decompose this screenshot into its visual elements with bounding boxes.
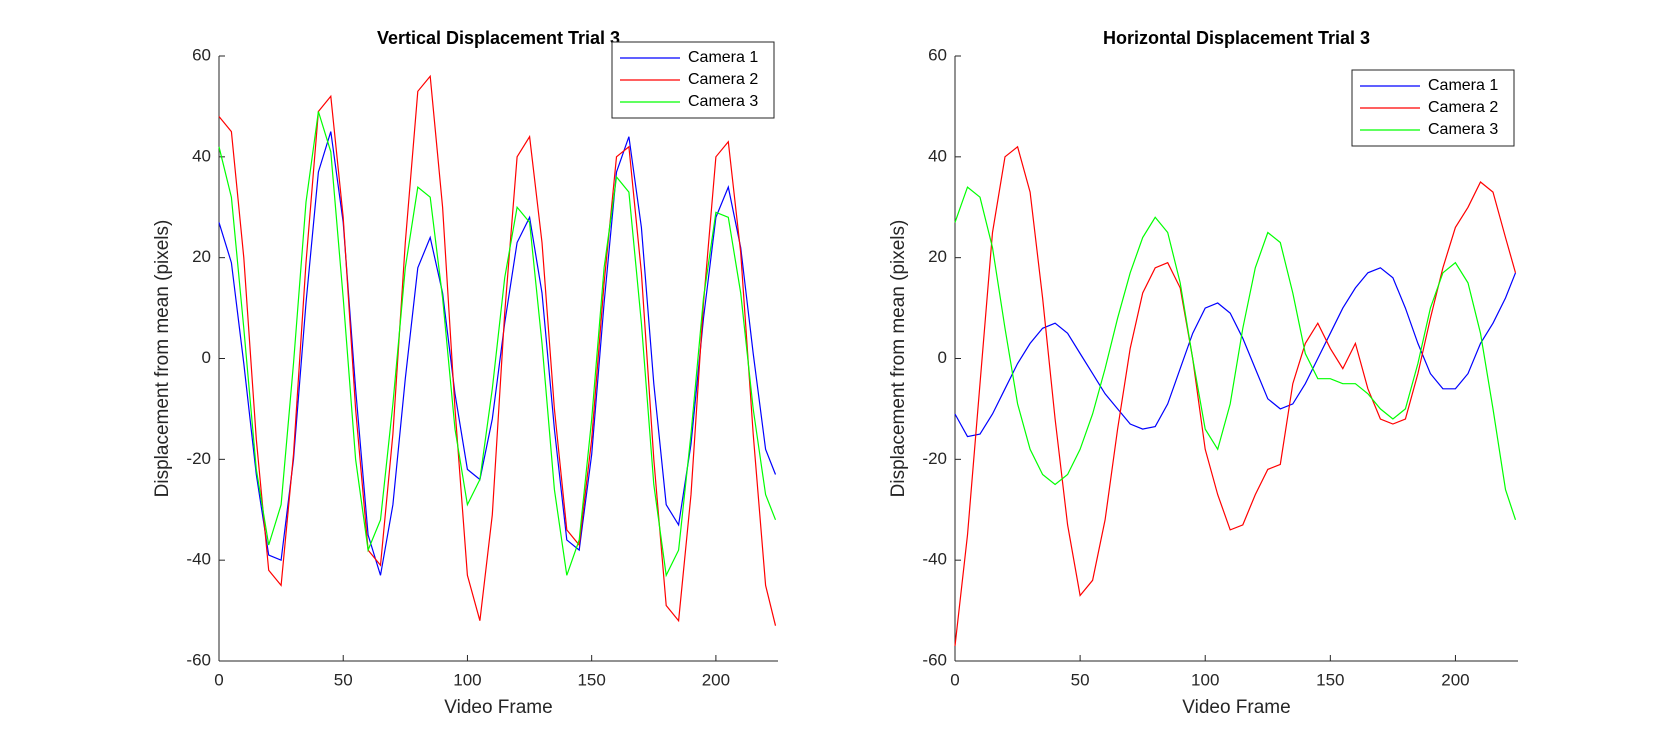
- y-tick-label: 0: [202, 348, 211, 367]
- chart-title: Horizontal Displacement Trial 3: [1103, 28, 1370, 48]
- y-tick-label: -40: [922, 550, 947, 569]
- x-tick-label: 100: [1191, 670, 1219, 689]
- x-tick-label: 200: [702, 670, 730, 689]
- legend-label: Camera 2: [1428, 99, 1498, 116]
- legend-label: Camera 1: [1428, 77, 1498, 94]
- x-tick-label: 50: [334, 670, 353, 689]
- y-tick-label: -60: [922, 650, 947, 669]
- y-tick-label: 40: [928, 146, 947, 165]
- y-tick-label: 40: [192, 146, 211, 165]
- data-line: [218, 111, 777, 578]
- y-tick-label: 20: [192, 247, 211, 266]
- x-tick-label: 0: [950, 670, 959, 689]
- y-axis-label: Displacement from mean (pixels): [152, 220, 173, 498]
- y-tick-label: 60: [192, 45, 211, 64]
- subplot: -60 -40 -20 0 20 40 60 0 50 100 150 200 Vertical Dis…: [152, 28, 778, 718]
- chart-title: Vertical Displacement Trial 3: [377, 28, 620, 48]
- y-tick-label: 0: [938, 348, 947, 367]
- legend-label: Camera 2: [688, 71, 758, 88]
- x-axis-label: Video Frame: [1182, 697, 1290, 718]
- subplot: -60 -40 -20 0 20 40 60 0 50 100 150 200 Horizontal D…: [888, 28, 1518, 718]
- x-tick-label: 0: [214, 670, 223, 689]
- legend-label: Camera 1: [688, 49, 758, 66]
- data-line: [954, 267, 1517, 438]
- x-axis-label: Video Frame: [444, 697, 552, 718]
- x-tick-label: 200: [1441, 670, 1469, 689]
- legend-label: Camera 3: [688, 93, 758, 110]
- legend: Camera 1 Camera 2 Camera 3: [1351, 69, 1515, 147]
- y-tick-label: 60: [928, 45, 947, 64]
- x-tick-label: 150: [1316, 670, 1344, 689]
- data-line: [954, 145, 1517, 646]
- x-tick-label: 50: [1071, 670, 1090, 689]
- y-tick-label: -60: [186, 650, 211, 669]
- legend: Camera 1 Camera 2 Camera 3: [611, 41, 775, 119]
- x-tick-label: 100: [453, 670, 481, 689]
- y-tick-label: -20: [922, 449, 947, 468]
- y-tick-label: 20: [928, 247, 947, 266]
- data-line: [218, 74, 777, 626]
- x-tick-label: 150: [577, 670, 605, 689]
- data-line: [218, 131, 777, 576]
- data-line: [954, 186, 1517, 520]
- legend-label: Camera 3: [1428, 121, 1498, 138]
- y-tick-label: -20: [186, 449, 211, 468]
- y-tick-label: -40: [186, 550, 211, 569]
- y-axis-label: Displacement from mean (pixels): [888, 220, 909, 498]
